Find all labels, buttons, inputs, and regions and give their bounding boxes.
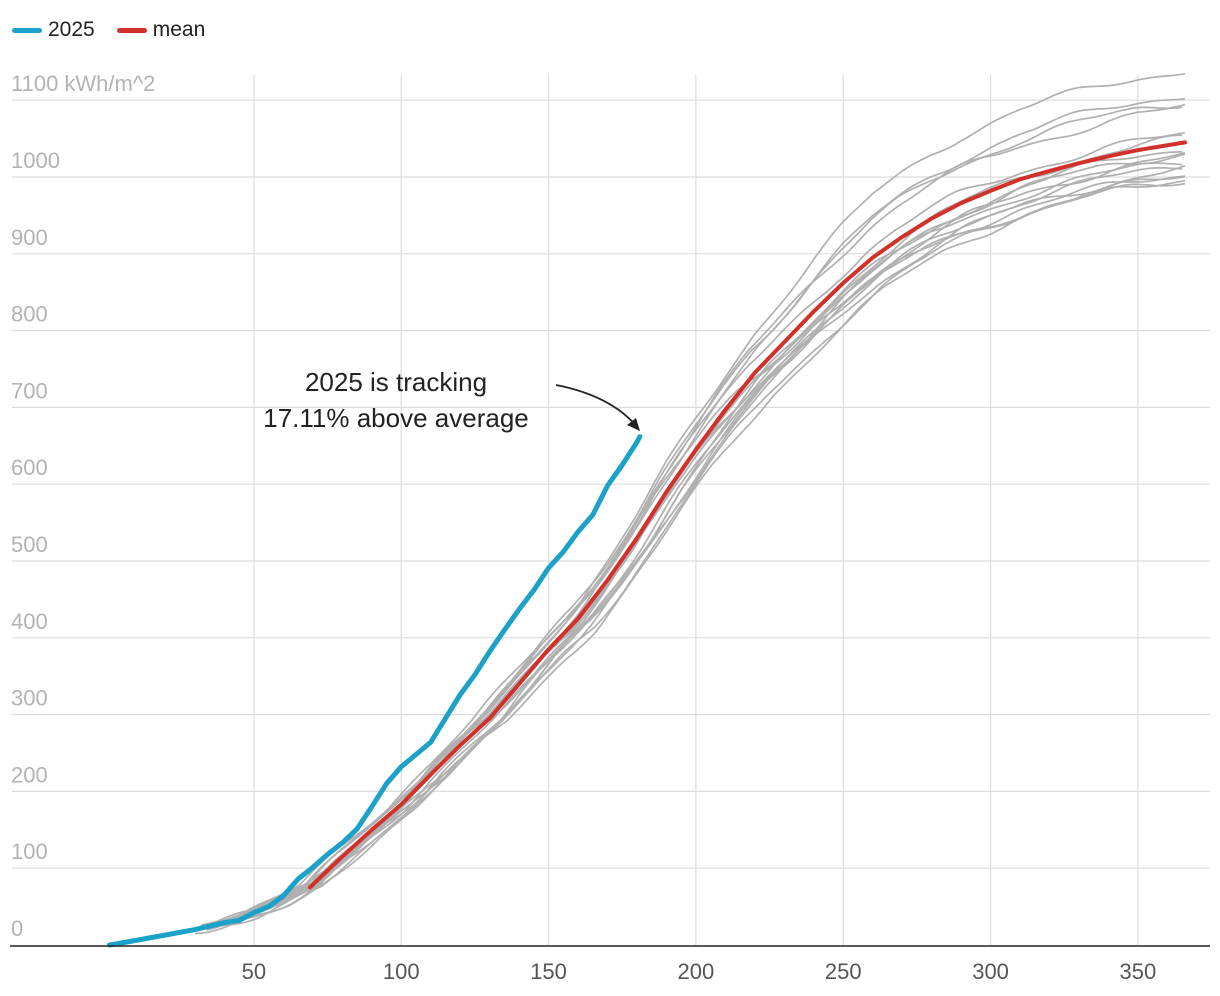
- x-tick-label-150: 150: [530, 959, 567, 984]
- y-tick-label-500: 500: [11, 532, 48, 557]
- legend-label-2025: 2025: [48, 18, 95, 41]
- historical-year-line-7: [197, 150, 1183, 932]
- series-line-mean: [307, 140, 1187, 890]
- legend-item-mean: mean: [116, 18, 206, 42]
- historical-year-line-2: [218, 97, 1186, 923]
- x-tick-label-100: 100: [383, 959, 420, 984]
- main-series: [107, 140, 1187, 948]
- annotation-line-2: 17.11% above average: [263, 403, 529, 433]
- y-axis-ticks: 0 100 200 300 400 500 600 700 800 900 1000 1100 kWh…: [11, 71, 155, 941]
- historical-year-line-3: [215, 106, 1183, 928]
- legend: 2025 mean: [12, 16, 205, 44]
- legend-item-2025: 2025: [12, 18, 95, 42]
- y-tick-label-300: 300: [11, 686, 48, 711]
- historical-year-line-8: [200, 153, 1186, 930]
- y-tick-label-0: 0: [11, 916, 23, 941]
- historical-year-line-1: [200, 72, 1186, 927]
- y-tick-label-400: 400: [11, 609, 48, 634]
- y-tick-label-800: 800: [11, 302, 48, 327]
- historical-year-line-12: [200, 164, 1186, 928]
- historical-year-line-5: [206, 131, 1186, 931]
- annotation: 2025 is tracking 17.11% above average: [263, 367, 640, 433]
- x-tick-label-200: 200: [678, 959, 715, 984]
- x-tick-label-50: 50: [242, 959, 266, 984]
- historical-year-line-10: [215, 162, 1183, 928]
- y-tick-label-900: 900: [11, 225, 48, 250]
- annotation-arrowhead: [627, 418, 640, 431]
- x-tick-label-300: 300: [972, 959, 1009, 984]
- x-tick-label-350: 350: [1120, 959, 1157, 984]
- historical-year-lines: [194, 72, 1186, 935]
- x-tick-label-250: 250: [825, 959, 862, 984]
- historical-year-line-15: [212, 179, 1186, 929]
- legend-swatch-mean: [116, 27, 147, 33]
- y-tick-label-700: 700: [11, 378, 48, 403]
- annotation-line-1: 2025 is tracking: [305, 367, 487, 397]
- series-line-2025: [107, 434, 643, 948]
- y-tick-label-200: 200: [11, 762, 48, 787]
- legend-label-mean: mean: [152, 18, 206, 41]
- x-axis-ticks: 50 100 150 200 250 300 350: [242, 959, 1157, 984]
- y-tick-label-600: 600: [11, 455, 48, 480]
- historical-year-line-4: [200, 103, 1186, 931]
- historical-year-line-13: [212, 175, 1186, 927]
- historical-year-line-9: [200, 151, 1186, 930]
- historical-year-line-14: [194, 175, 1186, 935]
- legend-swatch-2025: [12, 27, 42, 33]
- y-tick-label-1100: 1100 kWh/m^2: [11, 71, 155, 96]
- y-tick-label-100: 100: [11, 839, 48, 864]
- historical-year-line-16: [206, 182, 1186, 931]
- y-tick-label-1000: 1000: [11, 148, 60, 173]
- annotation-arrow-line: [555, 384, 639, 429]
- historical-year-line-11: [221, 167, 1183, 927]
